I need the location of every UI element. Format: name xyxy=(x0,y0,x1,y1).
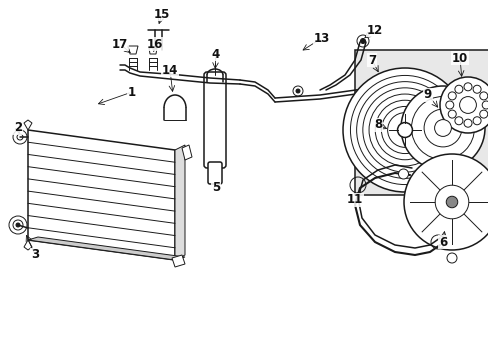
Circle shape xyxy=(360,39,365,44)
Text: 15: 15 xyxy=(154,8,170,21)
Polygon shape xyxy=(28,130,175,260)
Text: 7: 7 xyxy=(367,54,375,67)
Text: 14: 14 xyxy=(162,63,178,77)
Text: 3: 3 xyxy=(31,248,39,261)
Polygon shape xyxy=(24,240,32,250)
Circle shape xyxy=(434,185,468,219)
Circle shape xyxy=(295,89,299,93)
Text: 6: 6 xyxy=(438,235,446,248)
Text: 9: 9 xyxy=(423,89,431,102)
Text: 16: 16 xyxy=(146,37,163,50)
Circle shape xyxy=(342,68,466,192)
Text: 1: 1 xyxy=(128,85,136,99)
Polygon shape xyxy=(24,120,32,130)
Text: 2: 2 xyxy=(14,121,22,135)
Polygon shape xyxy=(172,255,184,267)
Text: 8: 8 xyxy=(373,118,381,131)
Circle shape xyxy=(446,253,456,263)
Polygon shape xyxy=(354,50,488,195)
Text: 12: 12 xyxy=(366,23,382,36)
Circle shape xyxy=(16,223,20,227)
Polygon shape xyxy=(175,145,184,260)
Text: 5: 5 xyxy=(211,181,220,194)
Polygon shape xyxy=(182,145,192,160)
Text: 17: 17 xyxy=(112,37,128,50)
FancyBboxPatch shape xyxy=(207,162,222,184)
Circle shape xyxy=(403,154,488,250)
Circle shape xyxy=(398,169,407,179)
Text: 13: 13 xyxy=(313,31,329,45)
Text: 10: 10 xyxy=(451,51,467,64)
Polygon shape xyxy=(128,46,138,54)
Circle shape xyxy=(446,196,457,208)
Text: 11: 11 xyxy=(346,193,363,207)
Circle shape xyxy=(397,122,411,138)
Circle shape xyxy=(400,86,484,170)
Circle shape xyxy=(434,120,450,136)
Text: 4: 4 xyxy=(211,48,220,60)
Circle shape xyxy=(439,77,488,133)
Polygon shape xyxy=(149,48,157,54)
Polygon shape xyxy=(28,237,184,260)
FancyBboxPatch shape xyxy=(203,72,225,168)
